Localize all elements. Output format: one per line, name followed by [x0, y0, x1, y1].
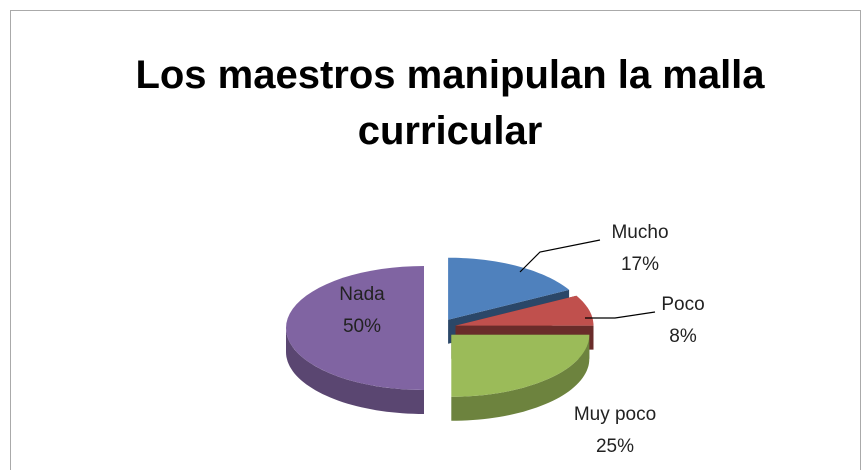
chart-border: [10, 10, 861, 475]
data-label-name: Nada: [339, 284, 385, 305]
pie-slice: [451, 334, 590, 421]
chart-title: Los maestros manipulan la malla curricula…: [135, 53, 765, 153]
data-label-name: Muy poco: [574, 404, 656, 425]
slice-top: [448, 257, 570, 320]
data-label-name: Mucho: [611, 222, 668, 243]
pie-slice: [286, 266, 424, 414]
leader-line: [519, 239, 601, 273]
slice-side: [451, 334, 590, 421]
data-label-value: 17%: [621, 254, 659, 275]
data-label-name: Poco: [661, 294, 704, 315]
slice-top: [286, 266, 424, 390]
slice-top: [451, 334, 590, 397]
data-label-value: 50%: [343, 316, 381, 337]
slice-top: [455, 295, 594, 326]
data-label-value: 8%: [669, 326, 697, 347]
leader-line: [585, 311, 656, 319]
data-label-value: 25%: [596, 436, 634, 457]
slice-side: [286, 328, 424, 414]
